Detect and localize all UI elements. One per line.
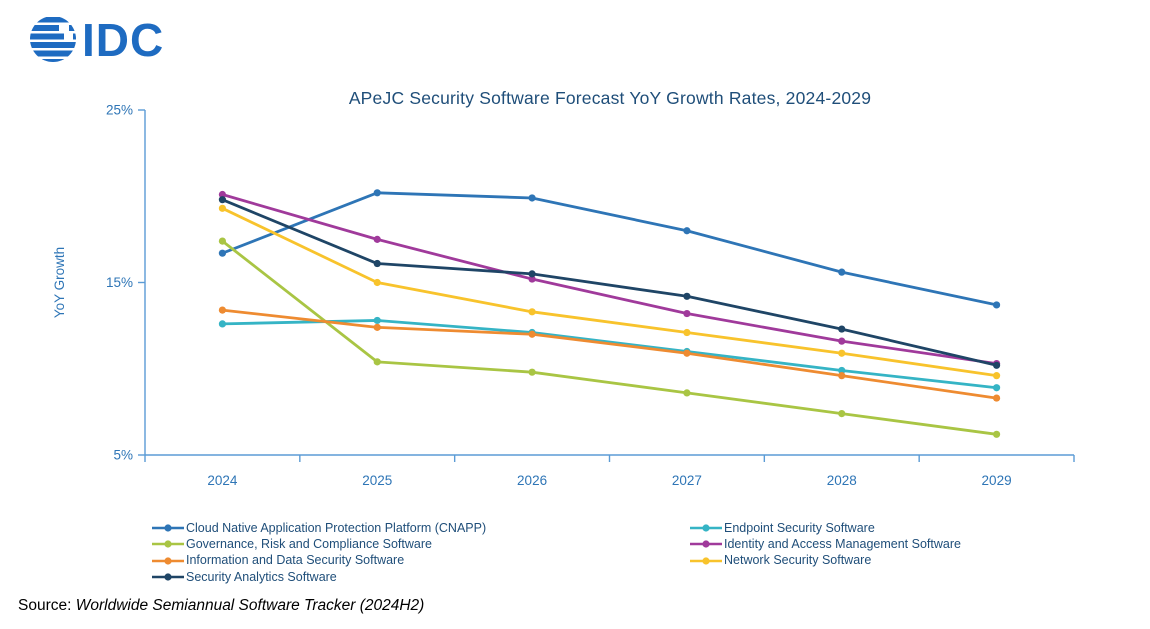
data-point-security-analytics-2028	[838, 325, 846, 333]
legend-item-info-data-security: Information and Data Security Software	[152, 553, 690, 569]
legend-item-network-security: Network Security Software	[690, 553, 961, 569]
legend-label: Information and Data Security Software	[186, 553, 405, 568]
series-line-security-analytics	[221, 198, 998, 367]
data-point-network-security-2024	[218, 204, 227, 212]
data-point-network-security-2027	[683, 328, 691, 337]
data-point-security-analytics-2027	[683, 292, 691, 300]
legend-label: Network Security Software	[724, 553, 872, 568]
source-label: Source:	[18, 597, 76, 614]
data-point-grc-2028	[838, 410, 846, 418]
legend-item-iam: Identity and Access Management Software	[690, 536, 961, 552]
data-point-info-data-security-2024	[218, 306, 227, 314]
legend-marker-security-analytics-icon	[152, 573, 184, 581]
legend-marker-iam-icon	[690, 540, 722, 549]
series-line-endpoint-security	[221, 319, 998, 390]
data-point-info-data-security-2026	[528, 330, 536, 338]
data-point-cnapp-2028	[838, 268, 846, 276]
data-point-grc-2029	[992, 430, 1001, 438]
x-tick-label: 2025	[362, 473, 392, 488]
data-point-cnapp-2027	[683, 227, 691, 235]
data-point-endpoint-security-2029	[992, 384, 1001, 392]
data-point-security-analytics-2029	[992, 361, 1001, 369]
legend-marker-network-security-icon	[690, 557, 722, 565]
idc-logo: IDC	[28, 13, 178, 66]
data-point-network-security-2026	[528, 308, 536, 316]
data-point-info-data-security-2028	[838, 372, 846, 380]
legend-marker-info-data-security-icon	[152, 557, 184, 565]
x-tick-label: 2026	[517, 473, 547, 488]
idc-logo-text: IDC	[82, 14, 164, 65]
source-title: Worldwide Semiannual Software Tracker (2…	[75, 597, 425, 614]
y-axis-title: YoY Growth	[52, 247, 67, 318]
data-point-grc-2025	[373, 358, 381, 366]
idc-globe-icon: IDC	[30, 14, 164, 66]
data-point-iam-2024	[218, 190, 227, 199]
data-point-network-security-2029	[992, 372, 1001, 380]
data-point-network-security-2025	[373, 278, 381, 287]
series-line-info-data-security	[221, 308, 998, 400]
y-tick-label: 25%	[106, 103, 133, 118]
series-line-cnapp	[221, 191, 998, 307]
chart-legend: Cloud Native Application Protection Plat…	[152, 520, 961, 585]
data-point-info-data-security-2025	[373, 323, 381, 331]
data-point-cnapp-2025	[373, 189, 381, 197]
y-tick-label: 5%	[113, 448, 133, 463]
source-line: Source: Worldwide Semiannual Software Tr…	[18, 597, 424, 615]
legend-item-cnapp: Cloud Native Application Protection Plat…	[152, 520, 690, 536]
data-point-security-analytics-2024	[218, 196, 227, 204]
legend-label: Security Analytics Software	[186, 569, 337, 584]
data-point-grc-2027	[683, 389, 691, 397]
legend-label: Cloud Native Application Protection Plat…	[186, 520, 487, 535]
data-point-endpoint-security-2024	[218, 320, 227, 328]
legend-marker-endpoint-security-icon	[690, 524, 722, 532]
data-point-endpoint-security-2028	[838, 366, 846, 375]
legend-label: Identity and Access Management Software	[724, 537, 961, 552]
series-line-iam	[221, 193, 998, 365]
data-point-cnapp-2029	[992, 301, 1001, 309]
y-tick-label: 15%	[106, 275, 133, 290]
data-point-cnapp-2026	[528, 194, 536, 202]
data-point-iam-2025	[373, 235, 381, 243]
data-point-info-data-security-2027	[683, 349, 691, 357]
data-point-cnapp-2024	[218, 249, 227, 257]
data-point-security-analytics-2026	[528, 270, 536, 278]
x-tick-label: 2029	[982, 473, 1012, 488]
legend-item-security-analytics: Security Analytics Software	[152, 569, 690, 585]
data-point-security-analytics-2025	[373, 259, 381, 268]
x-tick-label: 2028	[827, 473, 857, 488]
legend-item-grc: Governance, Risk and Compliance Software	[152, 536, 690, 552]
series-line-grc	[221, 239, 998, 436]
legend-item-endpoint-security: Endpoint Security Software	[690, 520, 961, 536]
legend-marker-cnapp-icon	[152, 524, 184, 532]
legend-marker-grc-icon	[152, 540, 184, 549]
data-point-endpoint-security-2025	[373, 316, 381, 325]
legend-label: Endpoint Security Software	[724, 520, 875, 535]
data-point-network-security-2028	[838, 349, 846, 357]
data-point-grc-2026	[528, 368, 536, 376]
data-point-iam-2026	[528, 275, 536, 283]
data-point-iam-2028	[838, 337, 846, 345]
x-tick-label: 2027	[672, 473, 702, 488]
data-point-grc-2024	[218, 237, 227, 245]
x-tick-label: 2024	[207, 473, 238, 488]
legend-label: Governance, Risk and Compliance Software	[186, 537, 432, 552]
data-point-info-data-security-2029	[992, 394, 1001, 402]
chart-title: APeJC Security Software Forecast YoY Gro…	[348, 88, 872, 108]
series-line-network-security	[221, 206, 998, 378]
data-point-iam-2027	[683, 309, 691, 318]
